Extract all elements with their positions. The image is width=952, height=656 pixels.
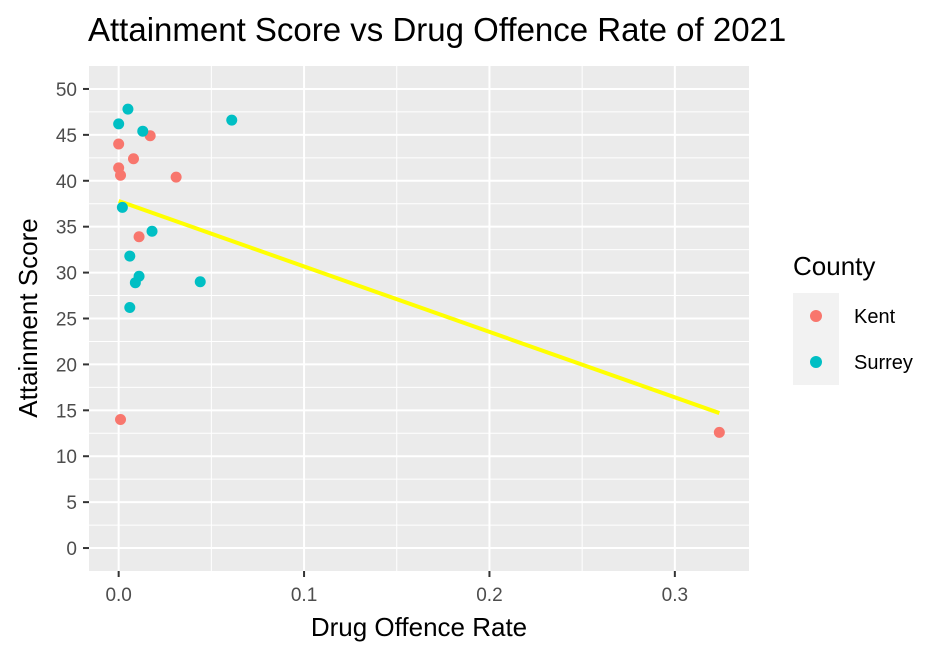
- x-tick-label: 0.0: [105, 585, 131, 606]
- x-tick-label: 0.2: [476, 585, 502, 606]
- trend-line-group: [117, 199, 721, 415]
- x-tick-label: 0.3: [662, 585, 688, 606]
- legend-title: County: [793, 251, 875, 281]
- data-point-surrey: [137, 125, 149, 137]
- y-tick-label: 45: [56, 126, 77, 147]
- x-axis-title: Drug Offence Rate: [311, 612, 527, 642]
- data-point-surrey: [146, 225, 158, 237]
- legend-swatch-surrey: [810, 356, 822, 368]
- legend-label-surrey: Surrey: [854, 352, 913, 374]
- data-point-kent: [133, 231, 145, 243]
- data-point-surrey: [124, 301, 136, 313]
- trend-line: [117, 199, 721, 415]
- data-point-surrey: [124, 250, 136, 262]
- data-point-surrey: [129, 277, 141, 289]
- y-tick-label: 20: [56, 355, 77, 376]
- legend-swatch-kent: [810, 310, 822, 322]
- data-point-kent: [127, 153, 139, 165]
- y-tick-label: 0: [66, 539, 77, 560]
- y-tick-label: 25: [56, 310, 77, 331]
- data-points: [113, 103, 725, 438]
- y-tick-label: 10: [56, 447, 77, 468]
- data-point-surrey: [116, 201, 128, 213]
- y-tick-label: 40: [56, 172, 77, 193]
- data-point-kent: [115, 414, 127, 425]
- data-point-surrey: [122, 103, 134, 115]
- data-point-surrey: [226, 114, 238, 126]
- y-tick-label: 15: [56, 401, 77, 422]
- data-point-surrey: [113, 118, 125, 130]
- legend: County Kent Surrey: [793, 251, 913, 385]
- y-tick-label: 30: [56, 264, 77, 285]
- data-point-kent: [113, 138, 125, 150]
- chart-title: Attainment Score vs Drug Offence Rate of…: [88, 11, 786, 48]
- y-axis: 0 5 10 15 20 25 30 35 40 45 50: [56, 80, 89, 560]
- legend-label-kent: Kent: [854, 306, 896, 328]
- data-point-kent: [713, 426, 725, 438]
- data-point-kent: [115, 169, 127, 181]
- y-tick-label: 35: [56, 218, 77, 239]
- data-point-kent: [170, 171, 182, 183]
- major-gridlines: [89, 66, 749, 571]
- x-tick-label: 0.1: [291, 585, 317, 606]
- data-point-surrey: [194, 276, 206, 288]
- y-axis-title: Attainment Score: [13, 218, 43, 417]
- y-tick-label: 50: [56, 80, 77, 101]
- y-tick-label: 5: [66, 493, 77, 514]
- x-axis: 0.0 0.1 0.2 0.3: [105, 571, 688, 606]
